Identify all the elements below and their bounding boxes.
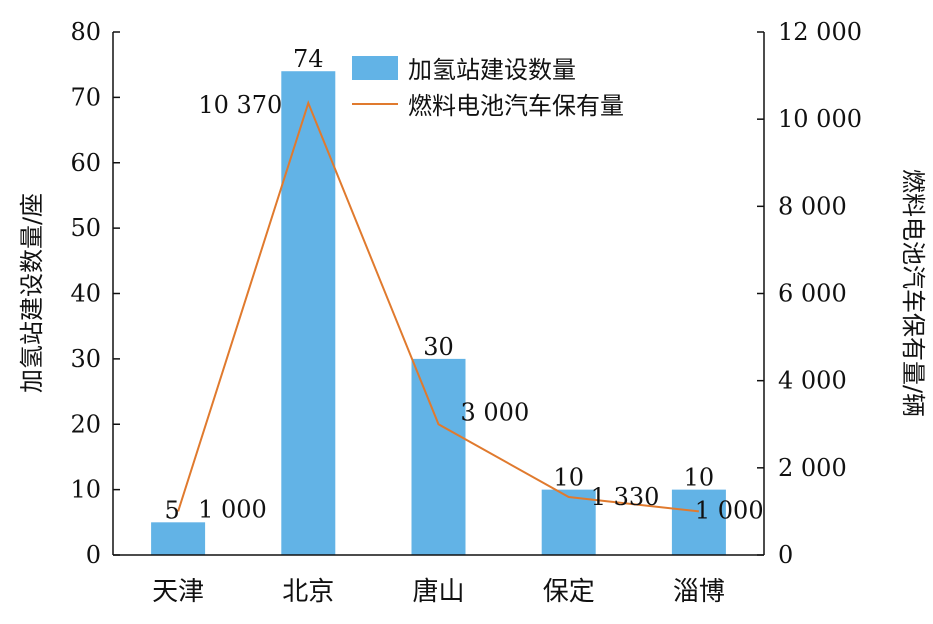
- y-axis-left-title: 加氢站建设数量/座: [18, 193, 46, 393]
- data-labels-group: 5 74 30 10 10 1 000 10 370 3 000 1 330 1 000: [164, 45, 763, 524]
- legend-line-label: 燃料电池汽车保有量: [408, 92, 624, 120]
- y-left-tick-label: 70: [70, 83, 101, 111]
- legend-bar-label: 加氢站建设数量: [408, 56, 576, 84]
- y-right-tick-label: 2 000: [778, 454, 847, 482]
- x-category-label: 淄博: [673, 577, 725, 607]
- y-right-tick-label: 10 000: [778, 105, 862, 133]
- bar-value-label: 10: [553, 464, 584, 492]
- line-value-label: 1 000: [198, 495, 267, 523]
- y-left-tick-label: 60: [70, 149, 101, 177]
- line-series-group: [177, 100, 700, 513]
- bar-1: [281, 71, 336, 555]
- line-value-label: 10 370: [198, 91, 282, 119]
- bar-0: [151, 522, 206, 555]
- line-value-label: 1 330: [591, 483, 660, 511]
- x-category-label: 唐山: [412, 577, 464, 607]
- line-value-label: 3 000: [461, 398, 530, 426]
- line-value-label: 1 000: [695, 496, 764, 524]
- y-right-tick-label: 0: [778, 541, 793, 569]
- bar-4: [671, 489, 726, 555]
- axes-group: 0 10 20 30 40 50 60 70 80 0 2 000 4 000 6 000 8 000 10…: [70, 18, 862, 607]
- y-right-tick-label: 6 000: [778, 280, 847, 308]
- y-left-tick-label: 10: [70, 476, 101, 504]
- bar-value-label: 5: [164, 496, 179, 524]
- y-left-tick-label: 20: [70, 410, 101, 438]
- y-right-tick-label: 12 000: [778, 18, 862, 46]
- legend: 加氢站建设数量 燃料电池汽车保有量: [352, 56, 624, 120]
- y-left-tick-label: 40: [70, 280, 101, 308]
- x-category-label: 北京: [282, 577, 334, 607]
- y-left-tick-label: 30: [70, 345, 101, 373]
- bar-2: [411, 358, 466, 555]
- y-left-tick-label: 80: [70, 18, 101, 46]
- bar-value-label: 74: [293, 45, 324, 73]
- y-axis-right-title: 燃料电池汽车保有量/辆: [899, 169, 927, 417]
- x-category-label: 天津: [152, 577, 204, 607]
- bar-value-label: 10: [684, 464, 715, 492]
- bar-3: [541, 489, 596, 555]
- y-left-tick-label: 0: [86, 541, 101, 569]
- bar-series-group: [151, 71, 726, 555]
- x-category-label: 保定: [543, 577, 595, 607]
- y-right-tick-label: 4 000: [778, 367, 847, 395]
- legend-bar-swatch: [352, 56, 398, 80]
- y-left-tick-label: 50: [70, 214, 101, 242]
- bar-value-label: 30: [423, 333, 454, 361]
- y-right-tick-label: 8 000: [778, 192, 847, 220]
